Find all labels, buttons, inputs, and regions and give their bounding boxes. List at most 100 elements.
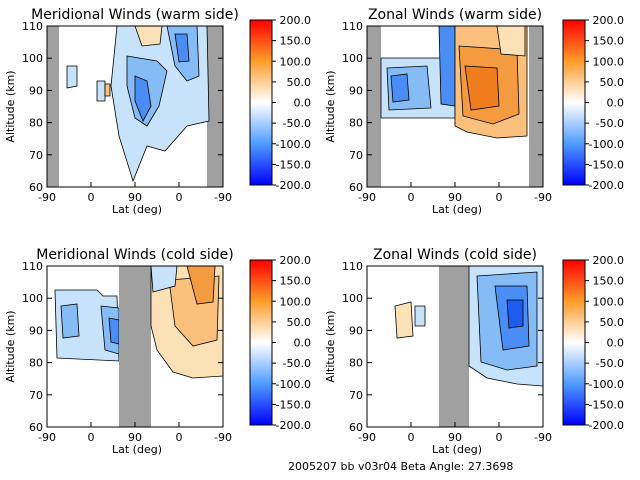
colorbar-tick-label: 150.0 — [280, 275, 312, 288]
colorbar: 200.0 150.0 100.0 50.0 0.0 -50.0 -100.0 -150.0 -… — [562, 254, 625, 432]
colorbar-tick-label: -100.0 — [276, 138, 311, 151]
x-axis-label: Lat (deg) — [432, 443, 482, 456]
x-tick-label: 0 — [496, 431, 503, 444]
y-tick-label: 70 — [29, 389, 43, 402]
y-tick-label: 60 — [29, 181, 43, 194]
wind-field — [47, 26, 223, 187]
colorbar-tick-label: -200.0 — [276, 419, 311, 432]
y-tick-label: 100 — [22, 292, 43, 305]
x-tick-label: 0 — [408, 191, 415, 204]
contour-region — [390, 73, 410, 103]
colorbar-tick-label: 150.0 — [593, 35, 625, 48]
y-tick-label: 80 — [349, 117, 363, 130]
colorbar-tick-label: 50.0 — [287, 76, 312, 89]
colorbar-tick-label: 150.0 — [593, 275, 625, 288]
colorbar-tick-label: -200.0 — [276, 179, 311, 192]
contour-region — [108, 317, 120, 345]
contour-region — [66, 65, 78, 89]
colorbar-tick-label: 0.0 — [294, 97, 312, 110]
colorbar-tick-label: 50.0 — [600, 76, 625, 89]
y-tick-label: 90 — [29, 84, 43, 97]
x-tick-label: 0 — [88, 191, 95, 204]
y-axis-label: Altitude (km) — [324, 310, 337, 382]
y-axis-label: Altitude (km) — [324, 70, 337, 142]
colorbar-tick-label: 200.0 — [593, 14, 625, 27]
x-tick-label: 0 — [496, 191, 503, 204]
panel-4: Zonal Winds (cold side)11010090807060-90… — [324, 247, 624, 456]
colorbar-ramp — [249, 19, 273, 186]
panel-2: Zonal Winds (warm side)11010090807060-90… — [324, 7, 624, 216]
masked-region — [529, 26, 543, 187]
contour-region — [104, 83, 111, 97]
x-tick-label: 90 — [448, 191, 462, 204]
x-tick-label: 90 — [448, 431, 462, 444]
x-axis-label: Lat (deg) — [112, 203, 162, 216]
x-tick-label: -90 — [214, 431, 232, 444]
colorbar-tick-label: -50.0 — [596, 357, 624, 370]
colorbar-tick-label: -200.0 — [589, 179, 624, 192]
colorbar-ramp — [562, 19, 586, 186]
wind-field — [367, 26, 543, 187]
contour-region — [96, 80, 106, 102]
y-tick-label: 100 — [342, 292, 363, 305]
colorbar: 200.0 150.0 100.0 50.0 0.0 -50.0 -100.0 -150.0 -… — [562, 14, 625, 192]
x-tick-label: -90 — [358, 191, 376, 204]
contour-region — [134, 26, 163, 47]
colorbar-tick-label: 50.0 — [600, 316, 625, 329]
footer-label: 2005207 bb v03r04 Beta Angle: 27.3698 — [288, 460, 513, 473]
colorbar-tick-label: -50.0 — [283, 117, 311, 130]
colorbar-tick-label: -150.0 — [276, 398, 311, 411]
colorbar-tick-label: 0.0 — [607, 337, 625, 350]
contour-region — [150, 266, 178, 293]
masked-region — [439, 266, 469, 427]
contour-region — [60, 303, 80, 339]
colorbar-tick-label: 200.0 — [280, 254, 312, 267]
chart-title: Meridional Winds (warm side) — [31, 7, 239, 23]
colorbar: 200.0 150.0 100.0 50.0 0.0 -50.0 -100.0 -150.0 -… — [249, 14, 312, 192]
y-tick-label: 100 — [22, 52, 43, 65]
y-tick-label: 90 — [29, 324, 43, 337]
y-tick-label: 70 — [349, 389, 363, 402]
colorbar-ramp — [249, 259, 273, 426]
x-tick-label: 90 — [128, 191, 142, 204]
y-tick-label: 110 — [22, 20, 43, 33]
colorbar-tick-label: -50.0 — [283, 357, 311, 370]
colorbar-tick-label: -100.0 — [276, 378, 311, 391]
colorbar-tick-label: 0.0 — [294, 337, 312, 350]
x-tick-label: 0 — [176, 191, 183, 204]
y-tick-label: 110 — [342, 260, 363, 273]
contour-region — [394, 301, 414, 339]
x-tick-label: 0 — [88, 431, 95, 444]
y-tick-label: 60 — [29, 421, 43, 434]
colorbar: 200.0 150.0 100.0 50.0 0.0 -50.0 -100.0 -150.0 -… — [249, 254, 312, 432]
contour-region — [506, 299, 524, 329]
x-tick-label: -90 — [534, 431, 552, 444]
colorbar-tick-label: 100.0 — [280, 55, 312, 68]
contour-region — [134, 75, 152, 122]
panel-1: Meridional Winds (warm side)110 100 90 80 70… — [4, 7, 311, 216]
chart-title: Zonal Winds (cold side) — [373, 247, 537, 263]
chart-title: Meridional Winds (cold side) — [36, 247, 234, 263]
colorbar-tick-label: 200.0 — [593, 254, 625, 267]
x-axis-label: Lat (deg) — [112, 443, 162, 456]
colorbar-tick-label: -150.0 — [589, 398, 624, 411]
contour-region — [174, 33, 190, 63]
colorbar-tick-label: -150.0 — [276, 158, 311, 171]
x-tick-label: 0 — [176, 431, 183, 444]
masked-region — [367, 26, 381, 187]
colorbar-tick-label: 0.0 — [607, 97, 625, 110]
masked-region — [47, 26, 59, 187]
y-tick-label: 80 — [29, 357, 43, 370]
colorbar-tick-label: 150.0 — [280, 35, 312, 48]
colorbar-tick-label: 50.0 — [287, 316, 312, 329]
contour-region — [186, 266, 216, 305]
colorbar-tick-label: -100.0 — [589, 378, 624, 391]
x-tick-label: -90 — [214, 191, 232, 204]
contour-region — [464, 65, 500, 111]
contour-region — [438, 26, 456, 107]
y-tick-label: 90 — [349, 84, 363, 97]
y-axis-label: Altitude (km) — [4, 70, 17, 142]
y-axis-label: Altitude (km) — [4, 310, 17, 382]
